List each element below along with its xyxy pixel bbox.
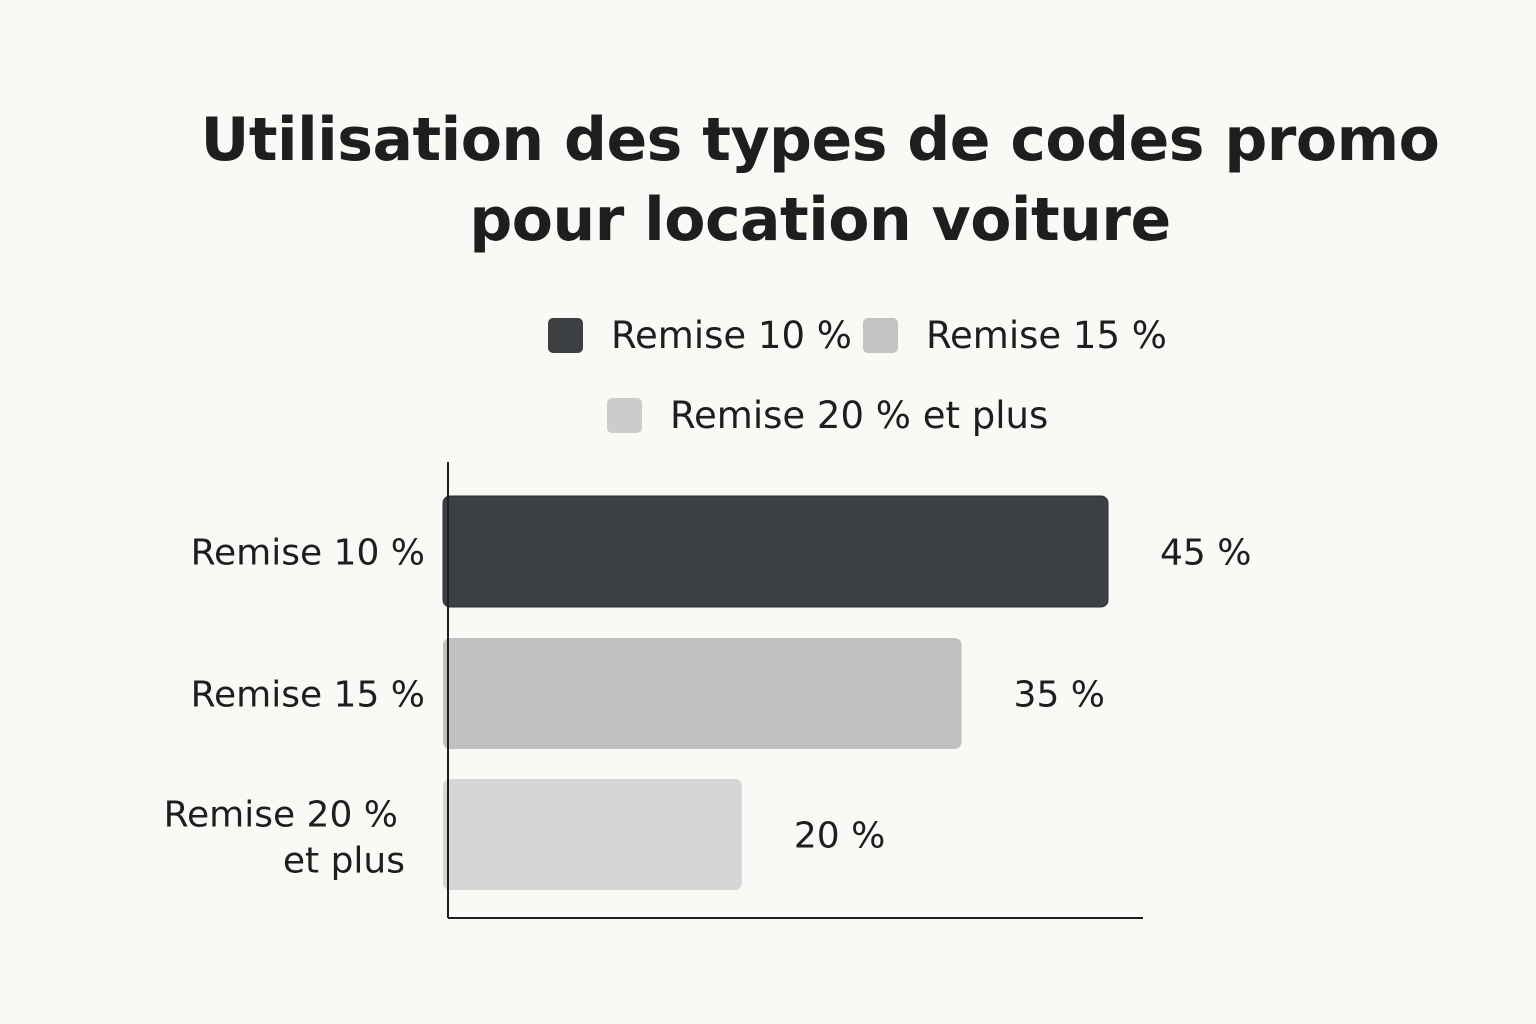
legend-swatch-remise-20 (607, 397, 642, 433)
legend-item-remise-15: Remise 15 % (863, 313, 1167, 357)
category-label-line-2: et plus (283, 841, 405, 882)
legend-label-remise-15: Remise 15 % (926, 313, 1167, 357)
legend-swatch-remise-10 (548, 317, 583, 353)
chart-title: Utilisation des types de codes promo pou… (0, 100, 1536, 260)
legend-item-remise-10: Remise 10 % (548, 313, 852, 357)
legend-swatch-remise-15 (863, 317, 898, 353)
value-label-1: 45 % (1160, 533, 1251, 574)
legend-item-remise-20: Remise 20 % et plus (607, 393, 1049, 437)
category-label-1: Remise 10 % (191, 533, 425, 574)
category-label-3: Remise 20 % et plus (164, 795, 405, 882)
bar-2 (443, 638, 962, 749)
legend-label-remise-10: Remise 10 % (611, 313, 852, 357)
category-label-2: Remise 15 % (191, 675, 425, 716)
bar-3 (443, 779, 742, 890)
chart-title-line-2: pour location voiture (469, 185, 1171, 255)
value-label-3: 20 % (794, 816, 885, 857)
chart-title-line-1: Utilisation des types de codes promo (200, 105, 1440, 175)
legend-label-remise-20: Remise 20 % et plus (670, 393, 1049, 437)
bar-1 (442, 495, 1109, 608)
category-label-line-1: Remise 20 % (164, 795, 398, 836)
value-label-2: 35 % (1014, 675, 1105, 716)
